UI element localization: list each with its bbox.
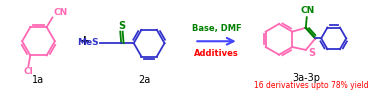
Text: 2a: 2a [138,75,150,85]
Text: CN: CN [53,8,68,16]
Text: +: + [79,34,90,48]
Text: MeS: MeS [77,38,99,47]
Text: S: S [118,21,125,31]
Text: Additives: Additives [194,49,239,58]
Text: 16 derivatives upto 78% yield: 16 derivatives upto 78% yield [254,82,369,91]
Text: Cl: Cl [23,67,33,76]
Text: 1a: 1a [33,75,45,85]
Text: CN: CN [301,6,315,15]
Text: 3a-3p: 3a-3p [292,73,320,83]
Text: Base, DMF: Base, DMF [192,24,241,33]
Text: S: S [308,48,315,58]
